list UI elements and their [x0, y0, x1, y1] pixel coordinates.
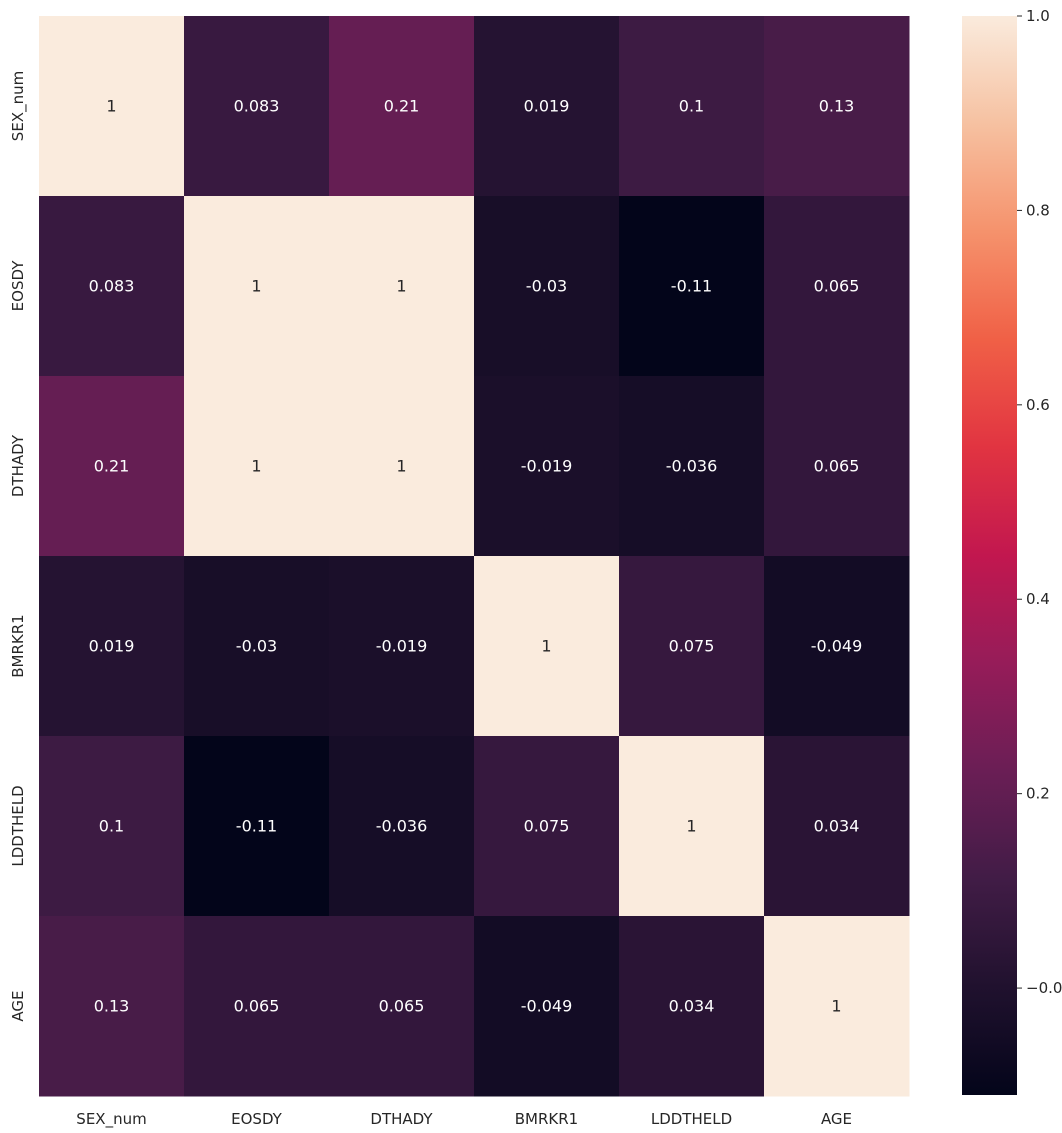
heatmap-cell — [764, 376, 910, 557]
cell-annotation: 1 — [251, 277, 261, 296]
cell-annotation: 0.034 — [669, 997, 715, 1016]
cell-annotation: 0.13 — [819, 97, 855, 116]
heatmap-cell — [764, 736, 910, 917]
cell-annotation: 0.034 — [814, 817, 860, 836]
cell-annotation: 0.1 — [99, 817, 124, 836]
heatmap-cell — [764, 16, 910, 197]
cell-annotation: 1 — [396, 277, 406, 296]
cell-annotation: 1 — [106, 97, 116, 116]
cell-annotation: 0.13 — [94, 997, 130, 1016]
cell-annotation: -0.03 — [526, 277, 567, 296]
heatmap-cell — [474, 376, 620, 557]
heatmap-cell — [474, 556, 620, 737]
heatmap-cell — [764, 556, 910, 737]
cell-annotation: 0.083 — [234, 97, 280, 116]
cell-annotation: 1 — [541, 637, 551, 656]
heatmap-cell — [184, 736, 330, 917]
cell-annotation: 0.065 — [814, 457, 860, 476]
cell-annotation: -0.036 — [666, 457, 718, 476]
heatmap-cell — [329, 556, 475, 737]
heatmap-cell — [474, 16, 620, 197]
heatmap-cell — [184, 556, 330, 737]
y-tick-label: LDDTHELD — [9, 785, 27, 866]
x-tick-label: AGE — [821, 1110, 852, 1128]
heatmap-cell — [39, 196, 185, 377]
cell-annotation: 0.065 — [814, 277, 860, 296]
x-axis: SEX_num EOSDY DTHADY BMRKR1 LDDTHELD AGE — [76, 1110, 852, 1129]
heatmap-cell — [474, 916, 620, 1097]
cell-annotation: 0.075 — [669, 637, 715, 656]
y-tick-label: EOSDY — [9, 260, 27, 312]
x-tick-label: SEX_num — [76, 1110, 146, 1129]
heatmap-cell — [619, 16, 765, 197]
cell-annotation: -0.03 — [236, 637, 277, 656]
y-tick-label: DTHADY — [9, 434, 27, 497]
cell-annotation: -0.11 — [236, 817, 277, 836]
colorbar-tick-label: 0.6 — [1026, 396, 1050, 414]
colorbar-tick-label: −0.0 — [1026, 979, 1062, 997]
cell-annotation: 1 — [251, 457, 261, 476]
heatmap-cell — [329, 16, 475, 197]
heatmap-cell — [619, 196, 765, 377]
y-tick-label: SEX_num — [9, 71, 28, 141]
x-tick-label: DTHADY — [370, 1110, 433, 1128]
heatmap-cell — [329, 376, 475, 557]
cell-annotation: -0.019 — [376, 637, 428, 656]
heatmap-cell — [184, 16, 330, 197]
heatmap-cell — [39, 16, 185, 197]
colorbar-tick-label: 0.8 — [1026, 201, 1050, 219]
heatmap-cell — [184, 376, 330, 557]
heatmap-annotations: 1 0.083 0.21 0.019 0.1 0.13 0.083 1 1 -0.03 -0.11 0… — [89, 97, 863, 1016]
heatmap-cell — [184, 196, 330, 377]
heatmap-cell — [474, 736, 620, 917]
cell-annotation: 1 — [396, 457, 406, 476]
cell-annotation: 1 — [831, 997, 841, 1016]
cell-annotation: 0.083 — [89, 277, 135, 296]
cell-annotation: 1 — [686, 817, 696, 836]
heatmap-cell — [39, 376, 185, 557]
cell-annotation: 0.21 — [384, 97, 420, 116]
heatmap-cell — [764, 196, 910, 377]
heatmap-cells — [39, 16, 910, 1097]
heatmap-cell — [764, 916, 910, 1097]
cell-annotation: 0.019 — [524, 97, 570, 116]
heatmap-cell — [39, 916, 185, 1097]
cell-annotation: -0.049 — [521, 997, 573, 1016]
cell-annotation: 0.1 — [679, 97, 704, 116]
cell-annotation: 0.019 — [89, 637, 135, 656]
cell-annotation: -0.019 — [521, 457, 573, 476]
heatmap-cell — [329, 916, 475, 1097]
heatmap-cell — [184, 916, 330, 1097]
heatmap-cell — [619, 736, 765, 917]
colorbar-tick-label: 1.0 — [1026, 7, 1050, 25]
cell-annotation: 0.21 — [94, 457, 130, 476]
heatmap-cell — [474, 196, 620, 377]
heatmap-cell — [329, 736, 475, 917]
heatmap-cell — [619, 916, 765, 1097]
heatmap-cell — [619, 556, 765, 737]
heatmap-cell — [39, 556, 185, 737]
heatmap-cell — [329, 196, 475, 377]
y-tick-label: AGE — [9, 990, 27, 1021]
x-tick-label: EOSDY — [231, 1110, 283, 1128]
colorbar-tick-label: 0.2 — [1026, 785, 1050, 803]
colorbar-gradient — [962, 16, 1017, 1095]
cell-annotation: 0.075 — [524, 817, 570, 836]
heatmap-cell — [39, 736, 185, 917]
y-tick-label: BMRKR1 — [9, 614, 27, 677]
cell-annotation: 0.065 — [234, 997, 280, 1016]
cell-annotation: -0.036 — [376, 817, 428, 836]
colorbar-tick-label: 0.4 — [1026, 590, 1050, 608]
cell-annotation: -0.049 — [811, 637, 863, 656]
x-tick-label: BMRKR1 — [515, 1110, 578, 1128]
x-tick-label: LDDTHELD — [651, 1110, 732, 1128]
cell-annotation: 0.065 — [379, 997, 425, 1016]
y-axis: SEX_num EOSDY DTHADY BMRKR1 LDDTHELD AGE — [9, 71, 28, 1022]
colorbar: −0.0 0.2 0.4 0.6 0.8 1.0 — [962, 7, 1062, 1095]
heatmap-cell — [619, 376, 765, 557]
cell-annotation: -0.11 — [671, 277, 712, 296]
